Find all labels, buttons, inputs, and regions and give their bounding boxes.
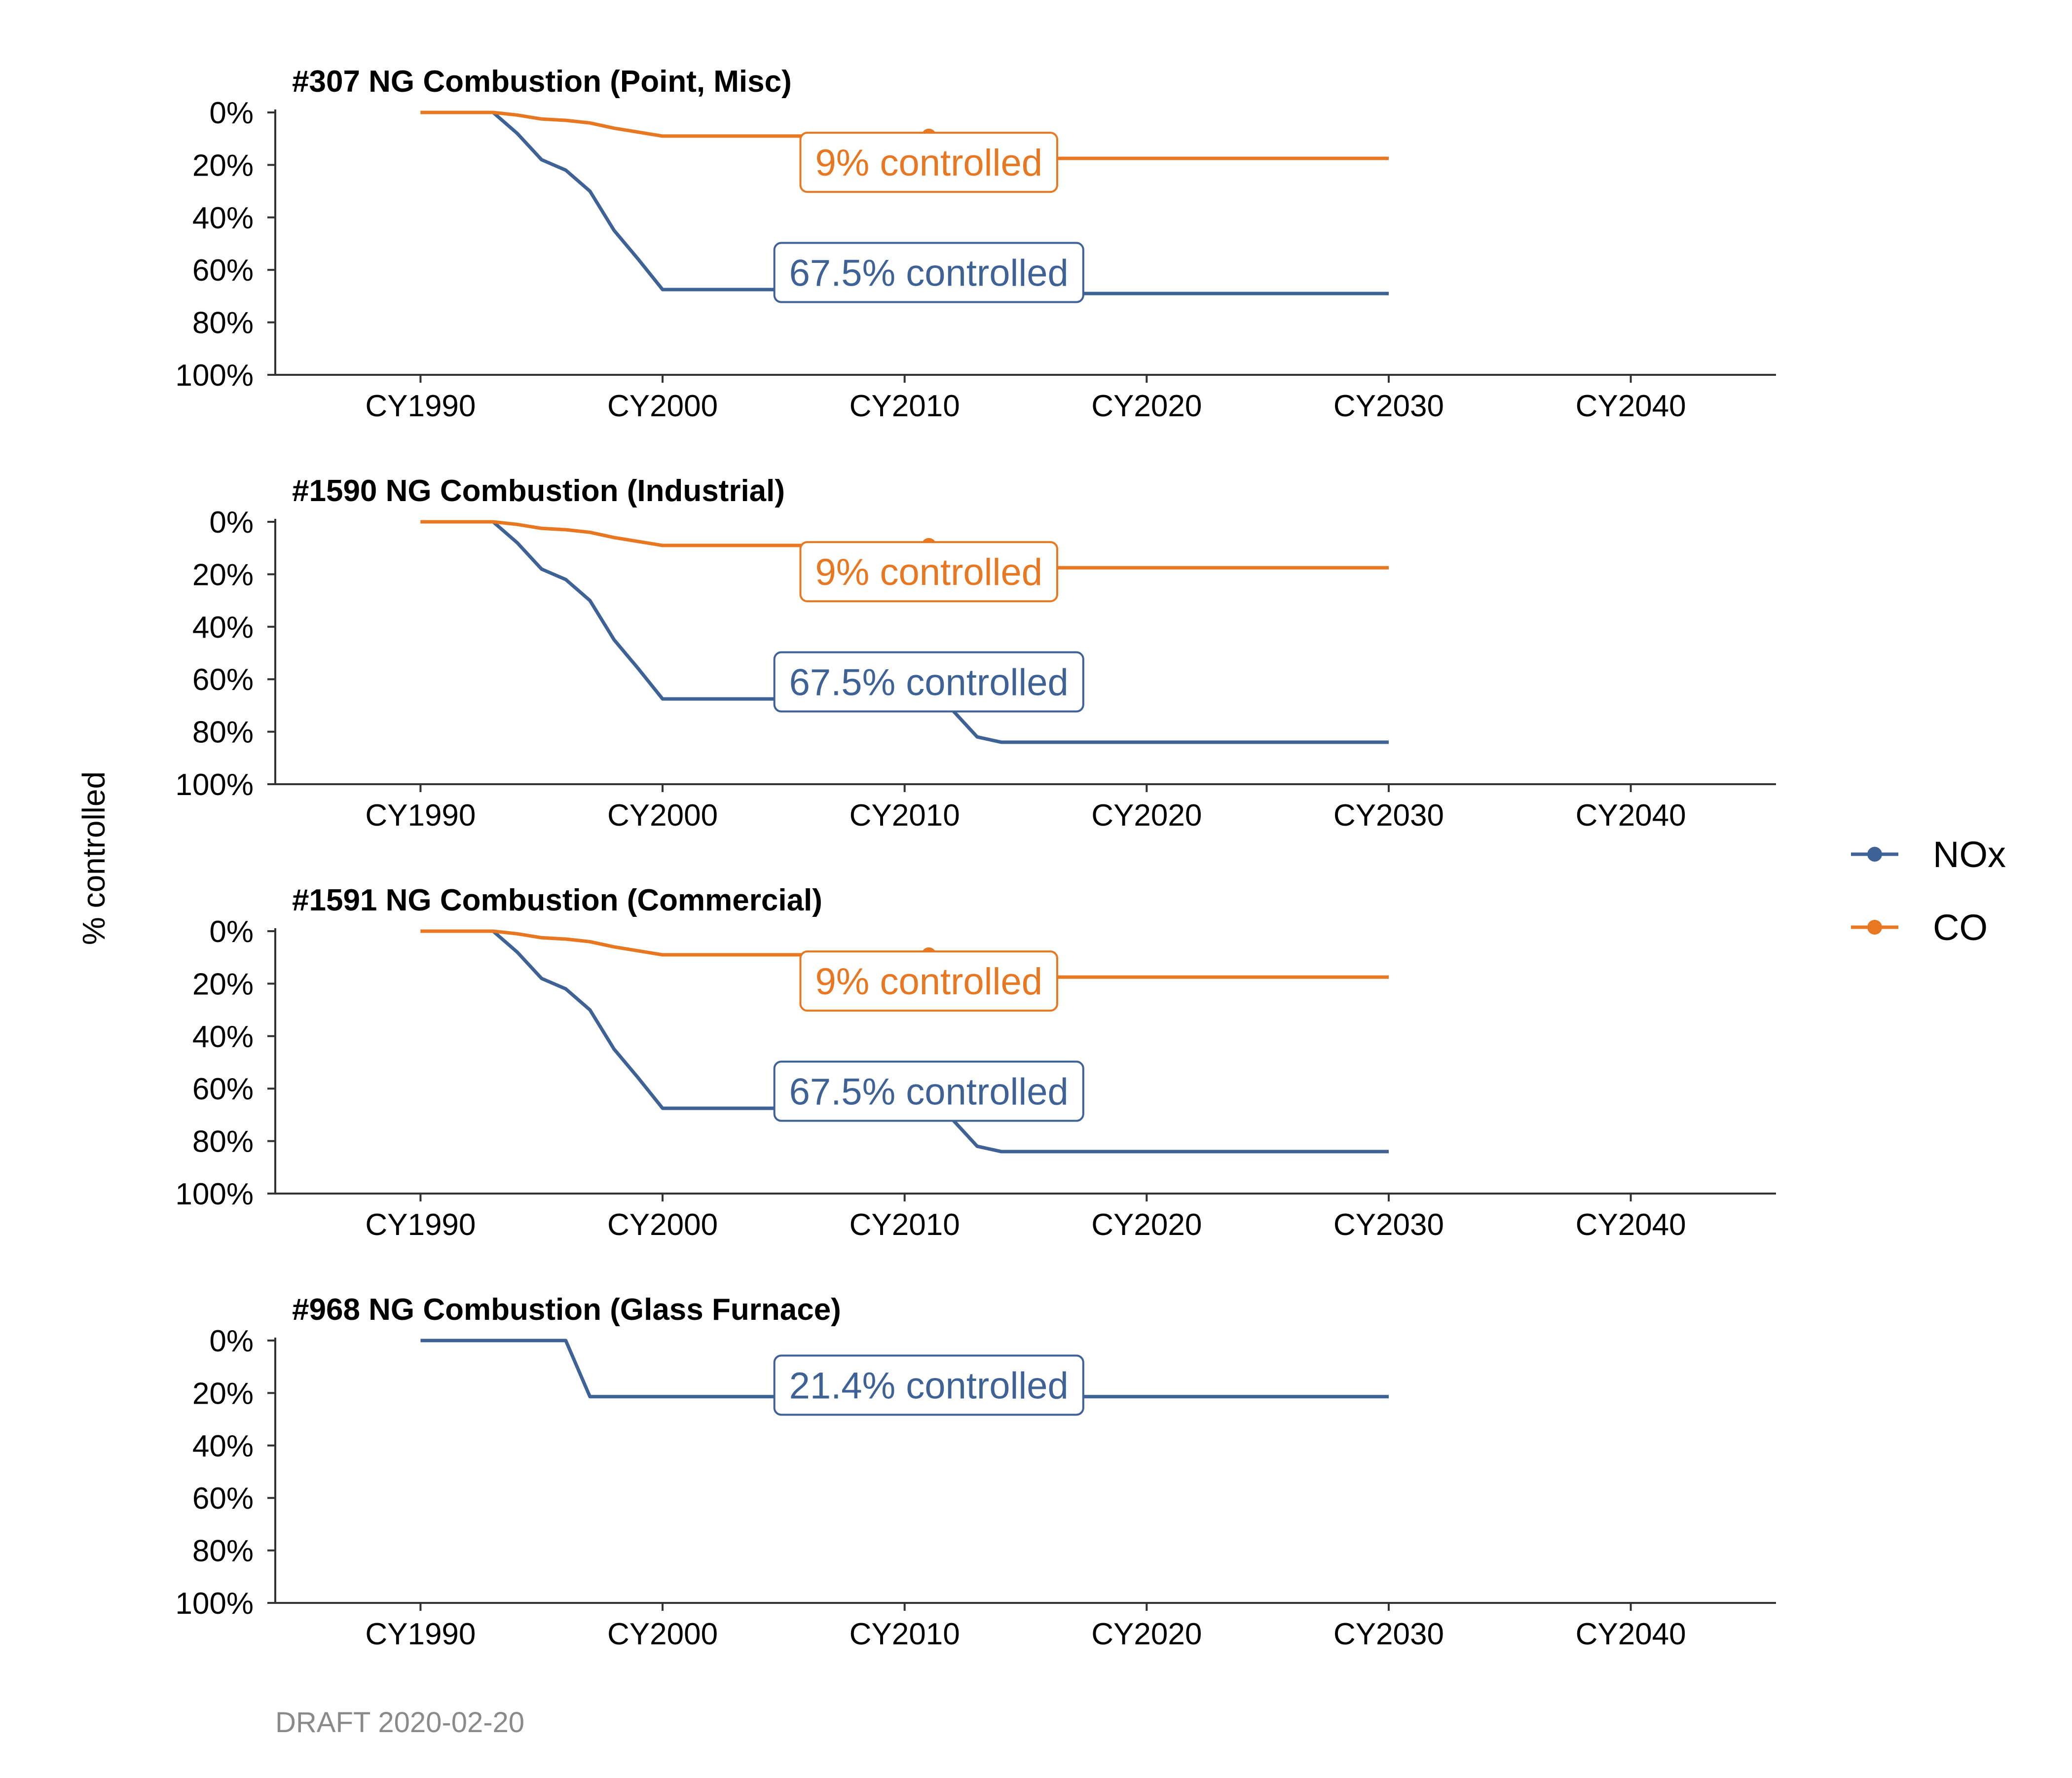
x-tick-label: CY1990 bbox=[365, 1208, 476, 1242]
annotation-nox: 21.4% controlled bbox=[773, 1354, 1084, 1416]
legend-label: CO bbox=[1933, 907, 1988, 948]
panel-4: #968 NG Combustion (Glass Furnace) 0% 20% 4… bbox=[175, 1293, 1776, 1651]
series-line-nox bbox=[420, 929, 1389, 1154]
y-tick-label: 100% bbox=[175, 1587, 254, 1621]
x-tick-label: CY1990 bbox=[365, 1617, 476, 1651]
y-tick-label: 20% bbox=[192, 1377, 254, 1411]
y-tick-label: 40% bbox=[192, 611, 254, 645]
x-tick-label: CY2010 bbox=[850, 389, 960, 423]
legend-swatch-marker bbox=[1867, 920, 1882, 935]
annotation-co: 9% controlled bbox=[799, 950, 1058, 1012]
x-tick-label: CY2030 bbox=[1333, 389, 1444, 423]
annotation-label: 9% controlled bbox=[815, 961, 1042, 1003]
x-tick-label: CY2030 bbox=[1333, 1208, 1444, 1242]
x-tick-label: CY2010 bbox=[850, 1208, 960, 1242]
x-tick-label: CY1990 bbox=[365, 389, 476, 423]
x-tick-label: CY2030 bbox=[1333, 1617, 1444, 1651]
x-tick-label: CY2040 bbox=[1576, 1617, 1686, 1651]
chart-panels: #307 NG Combustion (Point, Misc) 0% 20% 40%… bbox=[175, 65, 1776, 1651]
y-tick-label: 0% bbox=[209, 96, 254, 130]
y-tick-label: 80% bbox=[192, 1534, 254, 1568]
annotation-label: 9% controlled bbox=[815, 551, 1042, 593]
x-tick-label: CY2040 bbox=[1576, 389, 1686, 423]
y-tick-label: 20% bbox=[192, 967, 254, 1001]
annotation-label: 67.5% controlled bbox=[789, 1071, 1069, 1113]
x-tick-label: CY2000 bbox=[607, 389, 718, 423]
y-tick-label: 20% bbox=[192, 558, 254, 592]
annotation-label: 21.4% controlled bbox=[789, 1365, 1069, 1407]
y-tick-label: 60% bbox=[192, 1072, 254, 1106]
y-tick-label: 60% bbox=[192, 663, 254, 697]
y-tick-label: 20% bbox=[192, 148, 254, 182]
legend-item-nox: NOx bbox=[1851, 834, 2006, 875]
panel-title: #307 NG Combustion (Point, Misc) bbox=[292, 65, 792, 99]
annotation-label: 9% controlled bbox=[815, 142, 1042, 184]
x-tick-label: CY2020 bbox=[1091, 389, 1202, 423]
annotation-label: 67.5% controlled bbox=[789, 662, 1069, 704]
annotation-box bbox=[799, 132, 1058, 193]
y-tick-label: 60% bbox=[192, 254, 254, 288]
x-tick-label: CY2020 bbox=[1091, 1208, 1202, 1242]
x-tick-label: CY2000 bbox=[607, 798, 718, 833]
y-tick-label: 0% bbox=[209, 506, 254, 540]
y-tick-label: 80% bbox=[192, 716, 254, 750]
annotation-box bbox=[773, 1354, 1084, 1416]
panel-title: #1590 NG Combustion (Industrial) bbox=[292, 474, 785, 508]
draft-footer: DRAFT 2020-02-20 bbox=[275, 1706, 524, 1739]
legend-item-co: CO bbox=[1851, 907, 1988, 948]
x-tick-label: CY2020 bbox=[1091, 1617, 1202, 1651]
annotation-box bbox=[773, 1060, 1084, 1122]
y-tick-label: 60% bbox=[192, 1482, 254, 1516]
y-tick-label: 80% bbox=[192, 306, 254, 340]
y-axis-label: % controlled bbox=[76, 771, 111, 945]
annotation-nox: 67.5% controlled bbox=[773, 651, 1084, 713]
x-tick-label: CY2040 bbox=[1576, 798, 1686, 833]
annotation-co: 9% controlled bbox=[799, 132, 1058, 193]
panel-2: #1590 NG Combustion (Industrial) 0% 20% 40%… bbox=[175, 474, 1776, 833]
x-tick-label: CY2000 bbox=[607, 1617, 718, 1651]
y-tick-label: 40% bbox=[192, 1429, 254, 1463]
legend-label: NOx bbox=[1933, 834, 2006, 875]
y-tick-label: 0% bbox=[209, 1324, 254, 1358]
annotation-nox: 67.5% controlled bbox=[773, 1060, 1084, 1122]
panel-title: #1591 NG Combustion (Commercial) bbox=[292, 883, 822, 917]
panel-title: #968 NG Combustion (Glass Furnace) bbox=[292, 1293, 841, 1327]
series-line-nox bbox=[420, 520, 1389, 744]
annotation-nox: 67.5% controlled bbox=[773, 242, 1084, 303]
y-tick-label: 0% bbox=[209, 915, 254, 949]
annotation-box bbox=[773, 651, 1084, 713]
y-tick-label: 80% bbox=[192, 1125, 254, 1159]
x-tick-label: CY2040 bbox=[1576, 1208, 1686, 1242]
annotation-label: 67.5% controlled bbox=[789, 253, 1069, 294]
panel-1: #307 NG Combustion (Point, Misc) 0% 20% 40%… bbox=[175, 65, 1776, 423]
x-tick-label: CY2010 bbox=[850, 798, 960, 833]
x-tick-label: CY2010 bbox=[850, 1617, 960, 1651]
x-tick-label: CY2020 bbox=[1091, 798, 1202, 833]
annotation-box bbox=[799, 541, 1058, 603]
y-tick-label: 100% bbox=[175, 768, 254, 802]
annotation-box bbox=[773, 242, 1084, 303]
annotation-box bbox=[799, 950, 1058, 1012]
legend-swatch-marker bbox=[1867, 847, 1882, 862]
x-tick-label: CY1990 bbox=[365, 798, 476, 833]
y-tick-label: 100% bbox=[175, 359, 254, 393]
y-tick-label: 40% bbox=[192, 1020, 254, 1054]
panel-3: #1591 NG Combustion (Commercial) 0% 20% 40%… bbox=[175, 883, 1776, 1242]
y-tick-label: 100% bbox=[175, 1177, 254, 1211]
y-tick-label: 40% bbox=[192, 201, 254, 235]
annotation-co: 9% controlled bbox=[799, 541, 1058, 603]
x-tick-label: CY2000 bbox=[607, 1208, 718, 1242]
x-tick-label: CY2030 bbox=[1333, 798, 1444, 833]
legend: NOx CO bbox=[1851, 834, 2006, 948]
